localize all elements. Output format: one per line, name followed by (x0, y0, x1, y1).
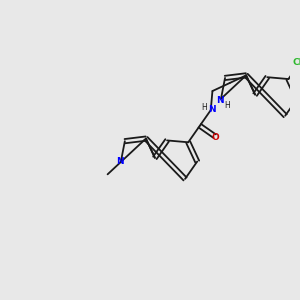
Text: N: N (216, 96, 224, 105)
Text: H: H (224, 101, 230, 110)
Text: O: O (212, 133, 219, 142)
Text: Cl: Cl (292, 58, 300, 67)
Text: N: N (116, 157, 124, 166)
Text: H: H (201, 103, 207, 112)
Text: N: N (208, 105, 216, 114)
